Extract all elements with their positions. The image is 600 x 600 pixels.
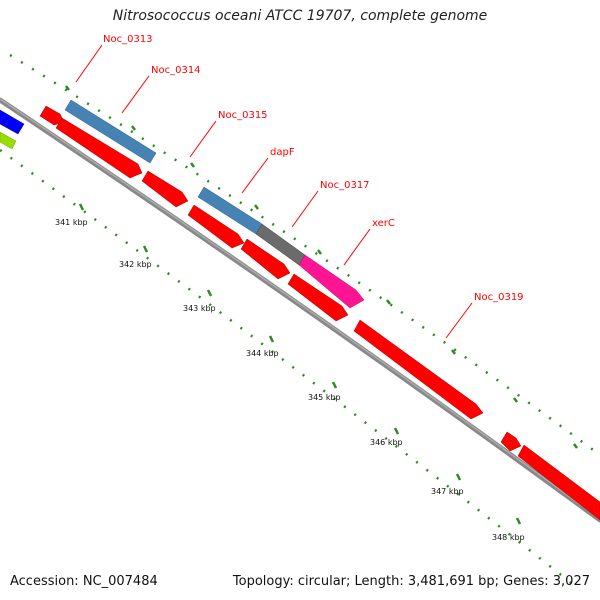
gene-arrow-red[interactable] [240,238,291,280]
gene-arrow-noc-0314[interactable] [64,99,157,164]
gene-label-dapf[interactable]: dapF [270,147,295,158]
kbp-label: 348 kbp [492,533,525,542]
major-tick [268,335,275,343]
gene-arrow-red[interactable] [55,117,143,179]
kbp-label: 342 kbp [119,260,152,269]
major-tick [206,289,213,297]
leader-line [121,75,150,114]
inner-tick-ring [0,148,581,591]
outer-major-ticks [65,85,578,449]
outer-major-tick [451,349,456,355]
major-tick [515,517,522,525]
gene-label-xerc[interactable]: xerC [372,218,395,229]
kbp-label: 344 kbp [246,349,279,358]
outer-major-tick [254,204,259,210]
outer-major-tick [573,443,578,449]
gene-label-noc-0319[interactable]: Noc_0319 [474,292,524,303]
leader-line [189,120,217,158]
genome-title: Nitrosococcus oceani ATCC 19707, complet… [112,8,488,24]
outer-major-tick [190,162,195,168]
major-ticks [78,203,522,525]
gene-arrow-xerc[interactable] [298,254,365,309]
gene-arrow-red[interactable] [500,431,522,452]
gene-label-noc-0314[interactable]: Noc_0314 [151,65,201,76]
gene-arrow-lime[interactable] [0,131,17,150]
kbp-label: 346 kbp [370,438,403,447]
outer-major-tick [65,85,70,91]
gene-arrow-red[interactable] [187,204,245,249]
leader-line [75,44,103,83]
outer-major-tick [386,299,391,305]
genome-backbone-highlight [0,98,600,520]
kbp-label: 345 kbp [308,393,341,402]
kbp-label: 341 kbp [55,218,88,227]
major-tick [78,203,85,211]
gene-arrow-noc-0315[interactable] [141,170,189,208]
kbp-label: 343 kbp [183,304,216,313]
label-leaders [75,44,473,339]
leader-line [343,228,371,266]
outer-major-tick [317,249,322,255]
major-tick [331,381,338,389]
gene-label-noc-0315[interactable]: Noc_0315 [218,110,268,121]
leader-line [241,157,269,194]
major-tick [393,427,400,435]
outer-major-tick [513,397,518,403]
accession-text: Accession: NC_007484 [10,574,158,589]
leader-line [445,302,473,339]
outer-major-tick [131,125,136,131]
gene-arrow-red[interactable] [287,273,349,322]
kbp-label: 347 kbp [431,487,464,496]
gene-arrow-red[interactable] [517,444,600,521]
gene-arrow-noc-0319[interactable] [353,319,484,420]
leader-line [291,190,319,228]
genome-backbone [0,97,600,523]
gene-label-noc-0313[interactable]: Noc_0313 [103,34,153,45]
gene-label-noc-0317[interactable]: Noc_0317 [320,180,370,191]
genome-summary-text: Topology: circular; Length: 3,481,691 bp… [232,574,590,589]
major-tick [142,245,149,253]
gene-arrow-blue[interactable] [0,109,25,135]
major-tick [455,473,462,481]
